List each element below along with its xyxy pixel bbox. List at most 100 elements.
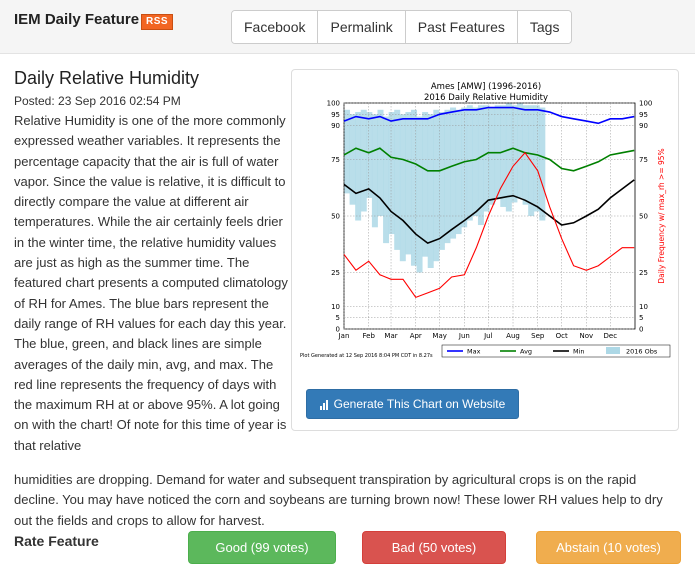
obs-bar	[533, 105, 540, 212]
x-tick-label: Nov	[580, 332, 594, 340]
y-tick-label: 100	[327, 100, 340, 108]
legend-label: 2016 Obs	[626, 348, 658, 356]
y-tick-label: 90	[331, 122, 340, 130]
rss-badge[interactable]: RSS	[141, 14, 174, 30]
vote-abstain-button[interactable]: Abstain (10 votes)	[536, 531, 681, 564]
generate-chart-button[interactable]: Generate This Chart on Website	[306, 389, 519, 419]
y-tick-label-right: 0	[639, 326, 643, 334]
obs-bar	[438, 112, 445, 250]
obs-bar	[477, 105, 484, 226]
x-tick-label: Jun	[458, 332, 470, 340]
legend-label: Max	[467, 348, 481, 356]
article-body-continued: humidities are dropping. Demand for wate…	[14, 472, 663, 528]
x-tick-label: Oct	[556, 332, 568, 340]
y-tick-label: 10	[331, 303, 340, 311]
x-tick-label: Jul	[483, 332, 493, 340]
obs-bar	[399, 114, 406, 262]
obs-bar	[539, 107, 546, 221]
x-tick-label: Jan	[338, 332, 350, 340]
generate-chart-label: Generate This Chart on Website	[333, 397, 506, 411]
page-title: Daily Relative Humidity	[14, 68, 200, 88]
vote-good-button[interactable]: Good (99 votes)	[188, 531, 336, 564]
obs-bar	[494, 105, 501, 198]
article-body: Relative Humidity is one of the more com…	[14, 113, 288, 453]
legend: Max Avg Min 2016 Obs	[441, 344, 671, 358]
y-tick-label-right: 10	[639, 303, 648, 311]
obs-bar	[472, 107, 479, 216]
right-axis-label: Daily Frequency w/ max_rh >= 95%	[657, 148, 666, 283]
site-title[interactable]: IEM Daily Feature	[14, 11, 140, 28]
obs-bar	[371, 114, 378, 228]
grid	[343, 102, 635, 330]
x-tick-label: Apr	[410, 332, 422, 340]
y-tick-label-right: 100	[639, 100, 652, 108]
obs-bar	[377, 109, 384, 216]
obs-bar	[360, 109, 367, 212]
x-tick-label: Dec	[604, 332, 618, 340]
obs-bar	[483, 105, 490, 212]
y-tick-label-right: 25	[639, 269, 648, 277]
bar-chart-icon	[319, 399, 328, 410]
y-tick-label-right: 5	[639, 314, 643, 322]
series-min-line	[343, 179, 635, 245]
y-tick-label: 95	[331, 111, 340, 119]
obs-bar	[466, 105, 473, 221]
vote-bad-button[interactable]: Bad (50 votes)	[362, 531, 506, 564]
y-tick-label-right: 90	[639, 122, 648, 130]
obs-bar	[388, 112, 395, 235]
permalink-button[interactable]: Permalink	[318, 11, 406, 43]
y-tick-label-right: 50	[639, 213, 648, 221]
obs-bar	[505, 103, 512, 212]
obs-bar	[410, 109, 417, 266]
obs-bar	[383, 116, 390, 244]
series-lines	[343, 106, 635, 299]
series-max-line	[343, 106, 635, 125]
obs-bars	[344, 103, 546, 273]
y-tick-label: 50	[331, 213, 340, 221]
obs-bar	[355, 112, 362, 221]
y-tick-label: 75	[331, 156, 340, 164]
x-tick-label: Sep	[531, 332, 545, 340]
y-tick-label: 5	[336, 314, 340, 322]
chart-title: Ames [AMW] (1996-2016)	[431, 82, 541, 92]
x-tick-label: Mar	[384, 332, 397, 340]
obs-bar	[455, 109, 462, 235]
series-avg-line	[343, 147, 635, 172]
y-tick-label-right: 75	[639, 156, 648, 164]
legend-label: Min	[573, 348, 585, 356]
obs-bar	[394, 109, 401, 250]
obs-bar	[427, 114, 434, 268]
obs-bar	[522, 105, 529, 205]
rate-feature-label: Rate Feature	[14, 533, 99, 549]
obs-bar	[422, 112, 429, 257]
x-tick-label: Aug	[506, 332, 520, 340]
series-freq-line	[343, 151, 635, 299]
obs-bar	[366, 112, 373, 198]
legend-swatch	[606, 347, 620, 354]
obs-bar	[511, 105, 518, 203]
axes-labels: 0 0 5 5 10 10 25 25 50 50 75 75 90 90 95 95 100 100 Jan Feb…	[327, 100, 653, 341]
obs-bar	[344, 109, 350, 194]
posted-timestamp: Posted: 23 Sep 2016 02:54 PM	[14, 94, 181, 108]
facebook-button[interactable]: Facebook	[232, 11, 319, 43]
chart-panel: Ames [AMW] (1996-2016) 2016 Daily Relati…	[291, 69, 679, 431]
y-tick-label: 25	[331, 269, 340, 277]
obs-bar	[444, 109, 451, 244]
tags-button[interactable]: Tags	[517, 11, 572, 43]
x-tick-label: May	[432, 332, 446, 340]
obs-bar	[489, 107, 496, 205]
y-tick-label: 0	[336, 326, 340, 334]
x-tick-label: Feb	[363, 332, 376, 340]
obs-bar	[450, 107, 457, 239]
obs-bar	[433, 109, 440, 262]
obs-bar	[405, 112, 412, 255]
obs-bar	[416, 116, 423, 273]
past-features-button[interactable]: Past Features	[405, 11, 518, 43]
chart-subtitle: 2016 Daily Relative Humidity	[424, 93, 548, 103]
y-tick-label-right: 95	[639, 111, 648, 119]
obs-bar	[500, 105, 507, 207]
rh-chart: Ames [AMW] (1996-2016) 2016 Daily Relati…	[300, 82, 671, 359]
feature-nav: Facebook Permalink Past Features Tags	[231, 10, 573, 44]
top-bar: IEM Daily Feature RSS Facebook Permalink…	[0, 0, 695, 54]
obs-bar	[349, 114, 356, 205]
